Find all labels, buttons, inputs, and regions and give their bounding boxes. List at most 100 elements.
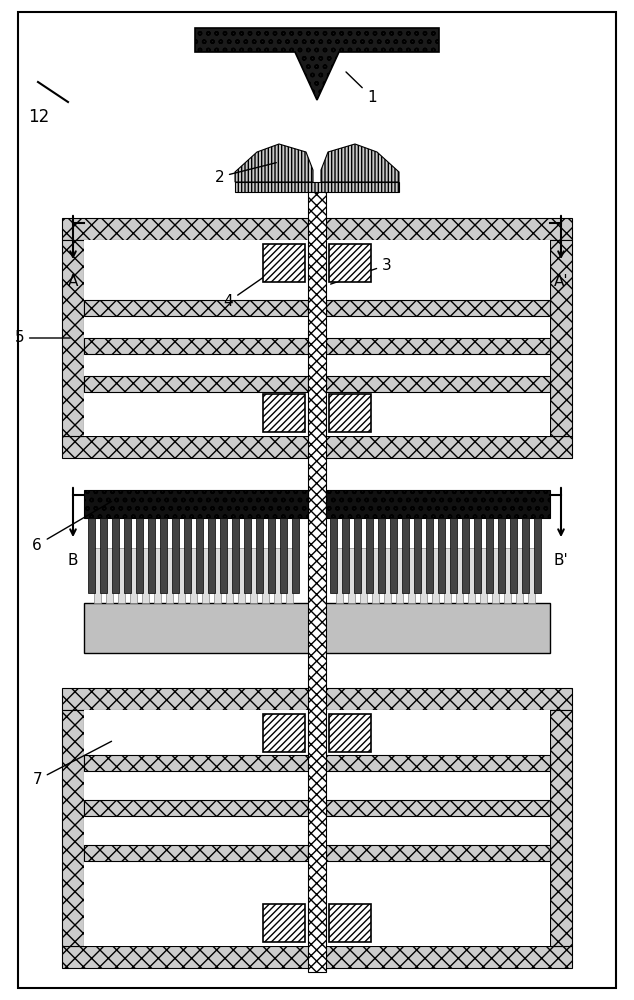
Bar xyxy=(202,548,209,603)
Polygon shape xyxy=(321,144,399,182)
Bar xyxy=(462,518,469,593)
Bar xyxy=(84,603,550,653)
Bar xyxy=(166,548,173,603)
Bar xyxy=(84,845,308,861)
Text: 4: 4 xyxy=(223,265,281,310)
Text: B: B xyxy=(68,553,78,568)
Bar xyxy=(142,548,149,603)
Bar xyxy=(329,714,371,752)
Bar xyxy=(84,376,308,392)
Bar xyxy=(94,548,101,603)
Bar xyxy=(444,548,451,603)
Bar xyxy=(280,518,287,593)
Bar xyxy=(534,518,541,593)
Bar xyxy=(498,518,505,593)
Bar xyxy=(326,490,550,518)
Bar xyxy=(172,518,179,593)
Bar xyxy=(178,548,185,603)
Bar xyxy=(84,800,308,816)
Bar xyxy=(62,688,572,710)
Bar xyxy=(208,518,215,593)
Bar xyxy=(329,244,371,282)
Bar xyxy=(220,518,227,593)
Bar xyxy=(366,518,373,593)
Bar xyxy=(456,548,463,603)
Bar xyxy=(130,548,137,603)
Bar xyxy=(326,300,550,316)
Bar xyxy=(62,218,572,240)
Bar xyxy=(426,518,433,593)
Bar xyxy=(480,548,487,603)
Bar xyxy=(450,518,457,593)
Bar xyxy=(62,436,572,458)
Bar xyxy=(112,518,119,593)
Bar xyxy=(342,518,349,593)
Bar xyxy=(62,240,84,436)
Bar xyxy=(154,548,161,603)
Bar xyxy=(263,394,305,432)
Bar xyxy=(326,755,550,771)
Bar xyxy=(84,338,308,354)
Bar xyxy=(226,548,233,603)
Text: A': A' xyxy=(553,274,568,289)
Bar xyxy=(235,182,399,192)
Bar xyxy=(250,548,257,603)
Bar xyxy=(84,755,308,771)
Polygon shape xyxy=(195,28,439,100)
Bar xyxy=(124,518,131,593)
Bar xyxy=(432,548,439,603)
Bar xyxy=(414,518,421,593)
Bar xyxy=(408,548,415,603)
Bar xyxy=(528,548,535,603)
Bar xyxy=(286,548,293,603)
Bar xyxy=(329,904,371,942)
Bar xyxy=(214,548,221,603)
Bar xyxy=(62,946,572,968)
Bar xyxy=(262,548,269,603)
Polygon shape xyxy=(235,144,313,182)
Bar xyxy=(263,904,305,942)
Bar xyxy=(84,490,308,518)
Bar xyxy=(354,518,361,593)
Bar xyxy=(336,548,343,603)
Bar xyxy=(118,548,125,603)
Bar xyxy=(504,548,511,603)
Bar xyxy=(326,376,550,392)
Bar xyxy=(268,518,275,593)
Bar xyxy=(330,518,337,593)
Bar xyxy=(263,714,305,752)
Bar xyxy=(390,518,397,593)
Bar xyxy=(396,548,403,603)
Bar xyxy=(184,518,191,593)
Bar xyxy=(190,548,197,603)
Bar xyxy=(308,192,326,972)
Bar xyxy=(329,394,371,432)
Bar xyxy=(474,518,481,593)
Text: 5: 5 xyxy=(15,330,70,346)
Bar xyxy=(88,518,95,593)
Text: 7: 7 xyxy=(32,741,112,788)
Bar xyxy=(292,518,299,593)
Bar xyxy=(160,518,167,593)
Bar xyxy=(84,300,308,316)
Bar xyxy=(360,548,367,603)
Bar xyxy=(402,518,409,593)
Text: 12: 12 xyxy=(28,108,49,126)
Bar xyxy=(62,710,84,946)
Text: B': B' xyxy=(553,553,568,568)
Text: 2: 2 xyxy=(214,163,276,184)
Text: 3: 3 xyxy=(330,257,392,284)
Bar xyxy=(550,710,572,946)
Bar xyxy=(84,710,550,946)
Bar xyxy=(100,518,107,593)
Text: 6: 6 xyxy=(32,501,112,552)
Bar xyxy=(326,845,550,861)
Bar xyxy=(196,518,203,593)
Bar xyxy=(244,518,251,593)
Bar xyxy=(522,518,529,593)
Text: 1: 1 xyxy=(346,72,377,104)
Bar xyxy=(468,548,475,603)
Bar xyxy=(550,240,572,436)
Bar xyxy=(516,548,523,603)
Bar xyxy=(256,518,263,593)
